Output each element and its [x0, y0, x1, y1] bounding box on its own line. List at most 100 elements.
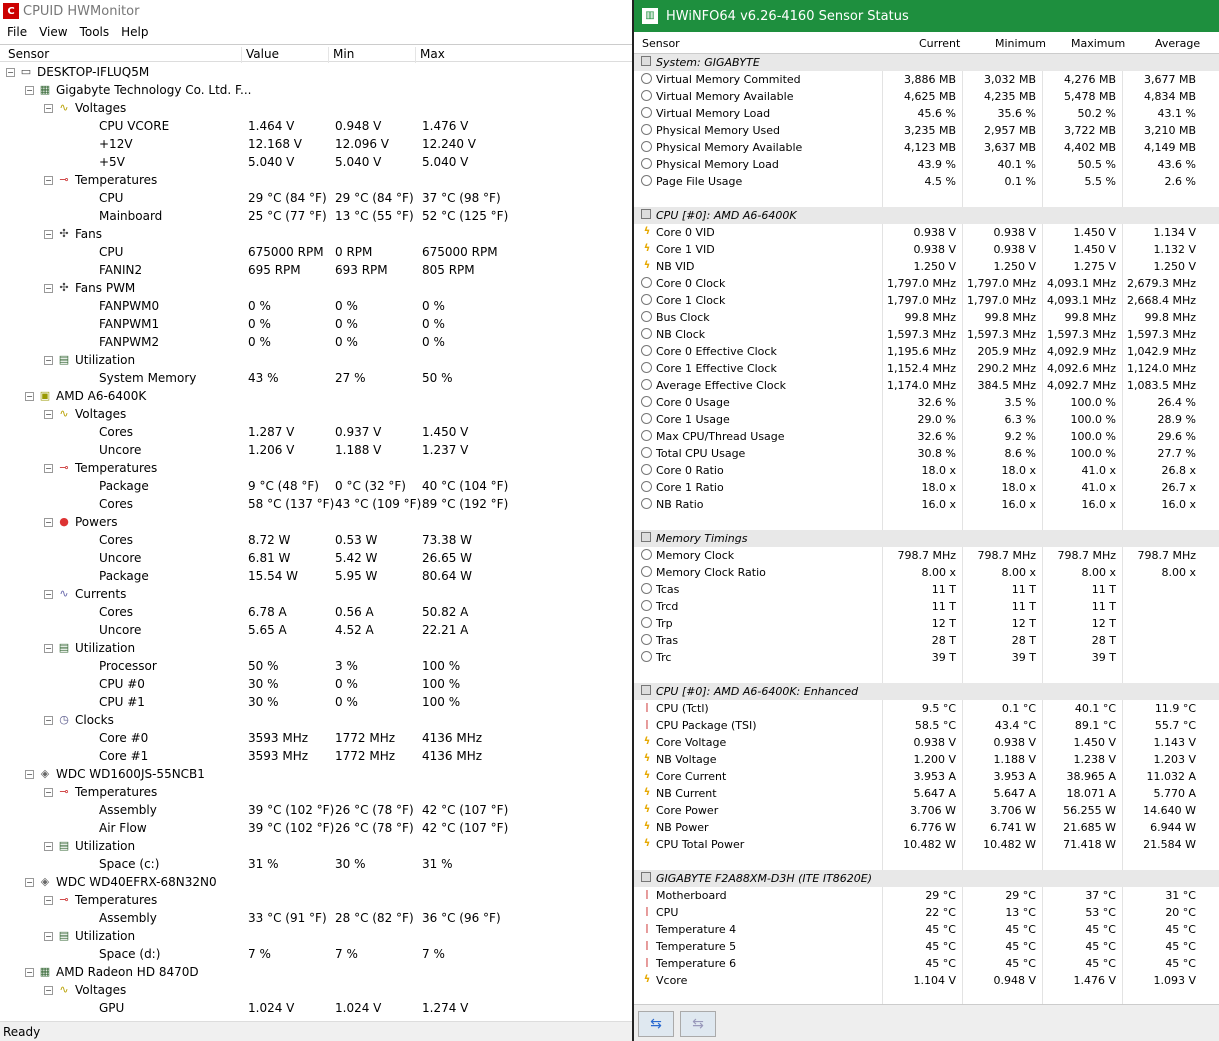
sensor-row[interactable]: Core 1 Clock 1,797.0 MHz 1,797.0 MHz 4,093.…: [634, 292, 1219, 309]
sensor-reading-row[interactable]: Mainboard 25 °C (77 °F) 13 °C (55 °F) 52 °C…: [0, 207, 632, 225]
sensor-group-row[interactable]: − ⊸ Temperatures: [0, 891, 632, 909]
sensor-group-row[interactable]: − ∿ Voltages: [0, 405, 632, 423]
sensor-row[interactable]: Virtual Memory Available 4,625 MB 4,235 MB…: [634, 88, 1219, 105]
sensor-group-row[interactable]: − ▤ Utilization: [0, 351, 632, 369]
sensor-reading-row[interactable]: CPU VCORE 1.464 V 0.948 V 1.476 V: [0, 117, 632, 135]
sensor-section-header[interactable]: System: GIGABYTE: [634, 54, 1219, 71]
sensor-group-row[interactable]: − ⊸ Temperatures: [0, 171, 632, 189]
sensor-row[interactable]: Memory Clock 798.7 MHz 798.7 MHz 798.7 MHz 7…: [634, 547, 1219, 564]
collapse-toggle-icon[interactable]: −: [44, 895, 53, 905]
column-minimum[interactable]: Minimum: [995, 37, 1046, 50]
sensor-reading-row[interactable]: CPU 675000 RPM 0 RPM 675000 RPM: [0, 243, 632, 261]
sensor-row[interactable]: Physical Memory Used 3,235 MB 2,957 MB 3,72…: [634, 122, 1219, 139]
sensor-row[interactable]: Bus Clock 99.8 MHz 99.8 MHz 99.8 MHz 99.8 MH…: [634, 309, 1219, 326]
sensor-row[interactable]: NB Ratio 16.0 x 16.0 x 16.0 x 16.0 x: [634, 496, 1219, 513]
column-min[interactable]: Min: [328, 47, 354, 63]
sensor-row[interactable]: ǀ CPU Package (TSI) 58.5 °C 43.4 °C 89.1 °C 5…: [634, 717, 1219, 734]
collapse-toggle-icon[interactable]: −: [44, 229, 53, 239]
sensor-row[interactable]: Virtual Memory Commited 3,886 MB 3,032 MB 4…: [634, 71, 1219, 88]
sensor-reading-row[interactable]: +12V 12.168 V 12.096 V 12.240 V: [0, 135, 632, 153]
sensor-reading-row[interactable]: CPU #0 30 % 0 % 100 %: [0, 675, 632, 693]
sensor-row[interactable]: Trcd 11 T 11 T 11 T: [634, 598, 1219, 615]
navigate-back-forward-button[interactable]: ⇆: [638, 1011, 674, 1037]
collapse-toggle-icon[interactable]: −: [6, 67, 15, 77]
sensor-row[interactable]: Physical Memory Available 4,123 MB 3,637 M…: [634, 139, 1219, 156]
sensor-group-row[interactable]: − ∿ Voltages: [0, 99, 632, 117]
sensor-row[interactable]: Core 0 Clock 1,797.0 MHz 1,797.0 MHz 4,093.…: [634, 275, 1219, 292]
collapse-section-icon[interactable]: [641, 532, 651, 542]
sensor-group-row[interactable]: − ◈ WDC WD40EFRX-68N32N0: [0, 873, 632, 891]
sensor-reading-row[interactable]: Air Flow 39 °C (102 °F) 26 °C (78 °F) 42 °C…: [0, 819, 632, 837]
sensor-row[interactable]: Trc 39 T 39 T 39 T: [634, 649, 1219, 666]
sensor-row[interactable]: Tcas 11 T 11 T 11 T: [634, 581, 1219, 598]
sensor-row[interactable]: Core 1 Ratio 18.0 x 18.0 x 41.0 x 26.7 x: [634, 479, 1219, 496]
sensor-group-row[interactable]: − ▭ DESKTOP-IFLUQ5M: [0, 63, 632, 81]
sensor-row[interactable]: Tras 28 T 28 T 28 T: [634, 632, 1219, 649]
sensor-section-header[interactable]: Memory Timings: [634, 530, 1219, 547]
sensor-row[interactable]: ǀ Temperature 5 45 °C 45 °C 45 °C 45 °C: [634, 938, 1219, 955]
sensor-group-row[interactable]: − ▤ Utilization: [0, 927, 632, 945]
sensor-reading-row[interactable]: Uncore 6.81 W 5.42 W 26.65 W: [0, 549, 632, 567]
sensor-section-header[interactable]: CPU [#0]: AMD A6-6400K: Enhanced: [634, 683, 1219, 700]
sensor-reading-row[interactable]: FANPWM0 0 % 0 % 0 %: [0, 297, 632, 315]
sensor-row[interactable]: Core 1 Effective Clock 1,152.4 MHz 290.2 M…: [634, 360, 1219, 377]
sensor-row[interactable]: ϟ NB Current 5.647 A 5.647 A 18.071 A 5.770 A: [634, 785, 1219, 802]
sensor-row[interactable]: Core 0 Usage 32.6 % 3.5 % 100.0 % 26.4 %: [634, 394, 1219, 411]
sensor-row[interactable]: NB Clock 1,597.3 MHz 1,597.3 MHz 1,597.3 MH…: [634, 326, 1219, 343]
column-maximum[interactable]: Maximum: [1071, 37, 1126, 50]
sensor-row[interactable]: Trp 12 T 12 T 12 T: [634, 615, 1219, 632]
sensor-reading-row[interactable]: Space (d:) 7 % 7 % 7 %: [0, 945, 632, 963]
sensor-row[interactable]: Page File Usage 4.5 % 0.1 % 5.5 % 2.6 %: [634, 173, 1219, 190]
collapse-toggle-icon[interactable]: −: [25, 877, 34, 887]
collapse-toggle-icon[interactable]: −: [44, 103, 53, 113]
sensor-reading-row[interactable]: FANPWM1 0 % 0 % 0 %: [0, 315, 632, 333]
sensor-group-row[interactable]: − ◈ WDC WD1600JS-55NCB1: [0, 765, 632, 783]
sensor-reading-row[interactable]: Assembly 33 °C (91 °F) 28 °C (82 °F) 36 °C …: [0, 909, 632, 927]
sensor-reading-row[interactable]: GPU 1.024 V 1.024 V 1.274 V: [0, 999, 632, 1017]
sensor-group-row[interactable]: − ● Powers: [0, 513, 632, 531]
sensor-row[interactable]: Physical Memory Load 43.9 % 40.1 % 50.5 % 43…: [634, 156, 1219, 173]
collapse-toggle-icon[interactable]: −: [44, 283, 53, 293]
sensor-row[interactable]: ǀ Temperature 6 45 °C 45 °C 45 °C 45 °C: [634, 955, 1219, 972]
collapse-toggle-icon[interactable]: −: [25, 391, 34, 401]
sensor-row[interactable]: ϟ NB Voltage 1.200 V 1.188 V 1.238 V 1.203 V: [634, 751, 1219, 768]
sensor-row[interactable]: Core 1 Usage 29.0 % 6.3 % 100.0 % 28.9 %: [634, 411, 1219, 428]
sensor-group-row[interactable]: − ⊸ Temperatures: [0, 783, 632, 801]
sensor-row[interactable]: ϟ Core Power 3.706 W 3.706 W 56.255 W 14.640 …: [634, 802, 1219, 819]
sensor-row[interactable]: ϟ NB Power 6.776 W 6.741 W 21.685 W 6.944 W: [634, 819, 1219, 836]
sensor-reading-row[interactable]: FANIN2 695 RPM 693 RPM 805 RPM: [0, 261, 632, 279]
collapse-section-icon[interactable]: [641, 56, 651, 66]
sensor-reading-row[interactable]: Cores 1.287 V 0.937 V 1.450 V: [0, 423, 632, 441]
collapse-toggle-icon[interactable]: −: [44, 517, 53, 527]
collapse-toggle-icon[interactable]: −: [25, 85, 34, 95]
sensor-reading-row[interactable]: Assembly 39 °C (102 °F) 26 °C (78 °F) 42 °C…: [0, 801, 632, 819]
collapse-toggle-icon[interactable]: −: [44, 589, 53, 599]
column-sensor[interactable]: Sensor: [642, 37, 680, 50]
collapse-toggle-icon[interactable]: −: [44, 463, 53, 473]
collapse-section-icon[interactable]: [641, 209, 651, 219]
sensor-row[interactable]: Core 0 Effective Clock 1,195.6 MHz 205.9 M…: [634, 343, 1219, 360]
sensor-row[interactable]: ϟ Core Voltage 0.938 V 0.938 V 1.450 V 1.143 …: [634, 734, 1219, 751]
sensor-group-row[interactable]: − ▣ AMD A6-6400K: [0, 387, 632, 405]
sensor-reading-row[interactable]: +5V 5.040 V 5.040 V 5.040 V: [0, 153, 632, 171]
sensor-reading-row[interactable]: Processor 50 % 3 % 100 %: [0, 657, 632, 675]
collapse-toggle-icon[interactable]: −: [44, 715, 53, 725]
sensor-row[interactable]: Max CPU/Thread Usage 32.6 % 9.2 % 100.0 % 29…: [634, 428, 1219, 445]
sensor-row[interactable]: ϟ NB VID 1.250 V 1.250 V 1.275 V 1.250 V: [634, 258, 1219, 275]
sensor-group-row[interactable]: − ⊸ Temperatures: [0, 459, 632, 477]
sensor-reading-row[interactable]: Cores 58 °C (137 °F) 43 °C (109 °F) 89 °C (…: [0, 495, 632, 513]
collapse-toggle-icon[interactable]: −: [44, 985, 53, 995]
sensor-reading-row[interactable]: Core #0 3593 MHz 1772 MHz 4136 MHz: [0, 729, 632, 747]
sensor-reading-row[interactable]: FANPWM2 0 % 0 % 0 %: [0, 333, 632, 351]
sensor-reading-row[interactable]: Uncore 1.206 V 1.188 V 1.237 V: [0, 441, 632, 459]
column-current[interactable]: Current: [919, 37, 961, 50]
collapse-toggle-icon[interactable]: −: [44, 409, 53, 419]
sensor-reading-row[interactable]: CPU #1 30 % 0 % 100 %: [0, 693, 632, 711]
sensor-row[interactable]: ϟ Vcore 1.104 V 0.948 V 1.476 V 1.093 V: [634, 972, 1219, 989]
sensor-group-row[interactable]: − ▦ AMD Radeon HD 8470D: [0, 963, 632, 981]
sensor-reading-row[interactable]: Package 9 °C (48 °F) 0 °C (32 °F) 40 °C (10…: [0, 477, 632, 495]
sensor-section-header[interactable]: GIGABYTE F2A88XM-D3H (ITE IT8620E): [634, 870, 1219, 887]
menu-tools[interactable]: Tools: [79, 25, 110, 39]
menu-file[interactable]: File: [7, 25, 28, 39]
sensor-group-row[interactable]: − ▤ Utilization: [0, 837, 632, 855]
